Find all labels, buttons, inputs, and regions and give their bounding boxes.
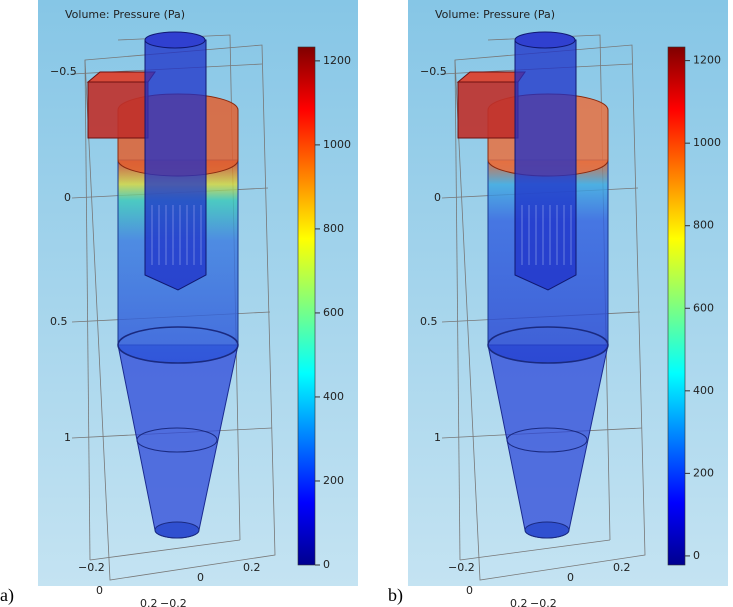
figure: Volume: Pressure (Pa)−0.500.51−0.200.2−0… [0, 0, 733, 607]
plot-title: Volume: Pressure (Pa) [65, 8, 185, 21]
vortex-finder [515, 40, 576, 290]
colorbar-tick-label: 1000 [693, 136, 721, 149]
colorbar [668, 47, 685, 565]
colorbar-tick-label: 1200 [693, 54, 721, 67]
axis-label: 1 [434, 431, 441, 444]
axis-label: 0.2 [613, 561, 631, 574]
colorbar-tick-label: 200 [693, 466, 714, 479]
vortex-top [515, 32, 575, 48]
colorbar-tick-label: 600 [693, 301, 714, 314]
axis-label: −0.2 [78, 561, 105, 574]
axis-label: 0 [64, 191, 71, 204]
axis-label: 0 [466, 584, 473, 597]
colorbar-tick-label: 200 [323, 474, 344, 487]
panel-label: b) [388, 585, 403, 606]
axis-label: 0.2 [510, 597, 528, 607]
inlet [88, 82, 148, 138]
axis-label: 0 [567, 571, 574, 584]
inlet [458, 82, 518, 138]
panel-a: Volume: Pressure (Pa)−0.500.51−0.200.2−0… [38, 0, 358, 607]
panel-b: Volume: Pressure (Pa)−0.500.51−0.200.2−0… [408, 0, 728, 607]
colorbar-tick-label: 800 [323, 222, 344, 235]
rim [525, 522, 569, 538]
axis-label: −0.2 [530, 597, 557, 607]
axis-label: 0.2 [140, 597, 158, 607]
axis-label: 0 [434, 191, 441, 204]
axis-label: −0.2 [160, 597, 187, 607]
colorbar-tick-label: 800 [693, 219, 714, 232]
vortex-finder [145, 40, 206, 290]
axis-label: 1 [64, 431, 71, 444]
axis-label: −0.2 [448, 561, 475, 574]
axis-label: 0.2 [243, 561, 261, 574]
rim [155, 522, 199, 538]
colorbar [298, 47, 315, 565]
axis-label: −0.5 [50, 65, 77, 78]
colorbar-tick-label: 1200 [323, 54, 351, 67]
axis-label: 0.5 [420, 315, 438, 328]
panel-label: a) [0, 585, 14, 606]
axis-label: 0.5 [50, 315, 68, 328]
axis-label: 0 [197, 571, 204, 584]
colorbar-tick-label: 0 [323, 558, 330, 571]
axis-label: −0.5 [420, 65, 447, 78]
colorbar-tick-label: 600 [323, 306, 344, 319]
axis-label: 0 [96, 584, 103, 597]
colorbar-tick-label: 1000 [323, 138, 351, 151]
colorbar-tick-label: 400 [323, 390, 344, 403]
vortex-top [145, 32, 205, 48]
colorbar-tick-label: 400 [693, 384, 714, 397]
colorbar-tick-label: 0 [693, 549, 700, 562]
plot-title: Volume: Pressure (Pa) [435, 8, 555, 21]
